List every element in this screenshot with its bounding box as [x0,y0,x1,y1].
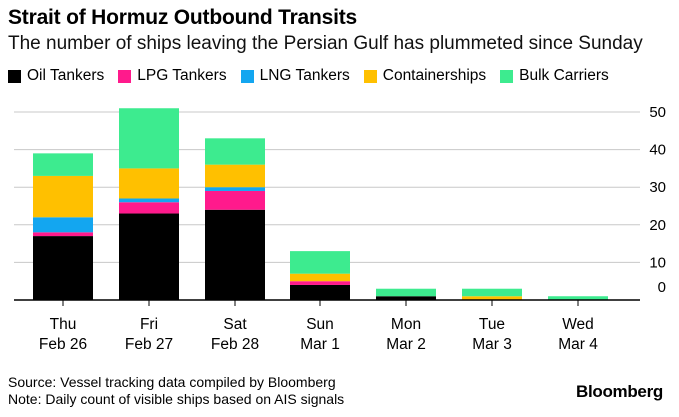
bar-segment-oil-tankers [376,296,436,300]
x-tick-label-day: Tue [479,316,505,333]
bar-segment-lng-tankers [33,217,93,233]
x-tick-label-date: Mar 1 [300,336,340,353]
x-tick-label-day: Thu [50,316,77,333]
bar-segment-bulk-carriers [205,138,265,165]
legend-item-oil-tankers: Oil Tankers [8,67,104,85]
source-note: Source: Vessel tracking data compiled by… [8,374,336,390]
legend-label: Bulk Carriers [519,67,609,84]
brand-logo: Bloomberg [575,382,663,401]
y-tick-label: 30 [649,179,666,196]
chart-subtitle: The number of ships leaving the Persian … [8,33,643,54]
legend-item-lng-tankers: LNG Tankers [240,67,350,85]
x-tick-label-date: Mar 3 [472,336,512,353]
bar-segment-bulk-carriers [33,153,93,176]
bar-segment-bulk-carriers [462,288,522,297]
x-tick-label-date: Feb 28 [211,336,259,353]
legend-swatch [363,69,377,83]
bar-segment-containerships [119,168,179,199]
bar-segment-bulk-carriers [290,251,350,274]
x-tick-label-date: Feb 27 [125,336,173,353]
bar-segment-bulk-carriers [119,108,179,169]
legend-swatch [118,69,132,83]
bar-segment-oil-tankers [205,209,265,300]
bar-segment-containerships [462,296,522,300]
y-tick-label: 50 [649,104,666,121]
x-tick-label-day: Mon [391,316,421,333]
x-tick-label-date: Mar 4 [558,336,598,353]
x-tick-label-day: Sat [223,316,247,333]
x-tick-label-day: Wed [562,316,594,333]
bar-segment-bulk-carriers [376,288,436,297]
legend-label: LNG Tankers [259,67,350,84]
bar-segment-containerships [33,175,93,218]
legend-swatch [240,69,254,83]
legend-swatch [500,69,514,83]
x-tick-label-day: Fri [140,316,158,333]
legend-label: LPG Tankers [137,67,227,84]
bar-segment-lng-tankers [119,198,179,203]
x-tick-label-date: Feb 26 [39,336,87,353]
bar-segment-bulk-carriers [548,296,608,300]
bar-segment-lpg-tankers [290,281,350,285]
bar-segment-lpg-tankers [205,190,265,210]
bar-segment-lpg-tankers [33,232,93,237]
bar-segment-containerships [290,273,350,282]
bar-segment-oil-tankers [33,236,93,300]
legend-item-containerships: Containerships [363,67,487,85]
legend-item-bulk-carriers: Bulk Carriers [500,67,609,85]
bar-segment-lpg-tankers [119,202,179,214]
y-tick-label: 40 [649,142,666,159]
legend-label: Containerships [382,67,487,84]
bar-segment-containerships [205,164,265,188]
x-tick-label-date: Mar 2 [386,336,426,353]
bar-segment-lng-tankers [205,187,265,191]
y-tick-label: 20 [649,217,666,234]
bar-segment-oil-tankers [119,213,179,300]
legend-label: Oil Tankers [27,67,105,84]
chart-footnotes: Source: Vessel tracking data compiled by… [8,374,344,408]
y-tick-label: 10 [649,254,666,271]
bar-segment-oil-tankers [290,284,350,300]
legend-item-lpg-tankers: LPG Tankers [118,67,227,85]
chart-title: Strait of Hormuz Outbound Transits [8,6,358,29]
data-note: Note: Daily count of visible ships based… [8,391,345,407]
legend-swatch [8,69,21,83]
y-tick-label: 0 [658,279,666,296]
chart-legend: Oil Tankers LPG Tankers LNG Tankers Contain… [8,67,623,85]
x-tick-label-day: Sun [306,316,334,333]
